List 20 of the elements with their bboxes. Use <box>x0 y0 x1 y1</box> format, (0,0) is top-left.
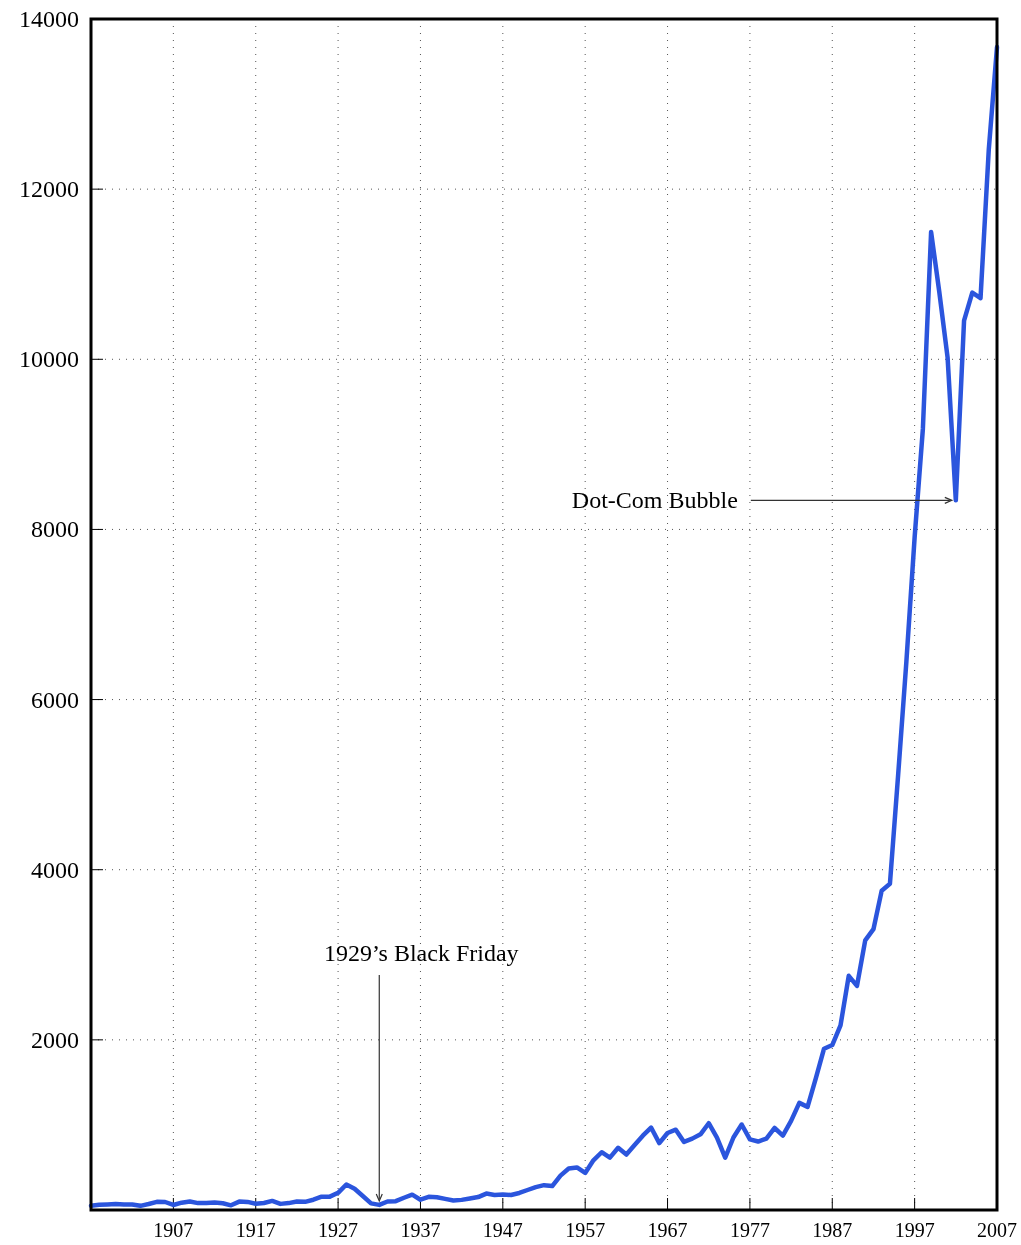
y-tick-label: 12000 <box>19 176 79 203</box>
annotation: 1929’s Black Friday <box>323 939 519 966</box>
x-tick-label: 1917 <box>235 1219 276 1241</box>
y-tick-label: 8000 <box>31 516 79 543</box>
x-tick-label: 1977 <box>729 1219 770 1241</box>
x-tick-label: 1967 <box>647 1219 688 1241</box>
annotation: Dot-Com Bubble <box>571 487 738 514</box>
x-tick-label: 1957 <box>565 1219 606 1241</box>
y-tick-label: 14000 <box>19 6 79 32</box>
x-tick-label: 1987 <box>812 1219 853 1241</box>
y-tick-label: 6000 <box>31 686 79 713</box>
y-tick-label: 2000 <box>31 1026 79 1053</box>
x-tick-label: 1947 <box>482 1219 523 1241</box>
x-tick-label: 2007 <box>977 1219 1017 1241</box>
x-tick-label: 1927 <box>318 1219 359 1241</box>
x-tick-label: 1997 <box>894 1219 935 1241</box>
x-tick-label: 1937 <box>400 1219 441 1241</box>
y-tick-label: 4000 <box>31 856 79 883</box>
y-tick-label: 10000 <box>19 346 79 373</box>
x-tick-label: 1907 <box>153 1219 194 1241</box>
